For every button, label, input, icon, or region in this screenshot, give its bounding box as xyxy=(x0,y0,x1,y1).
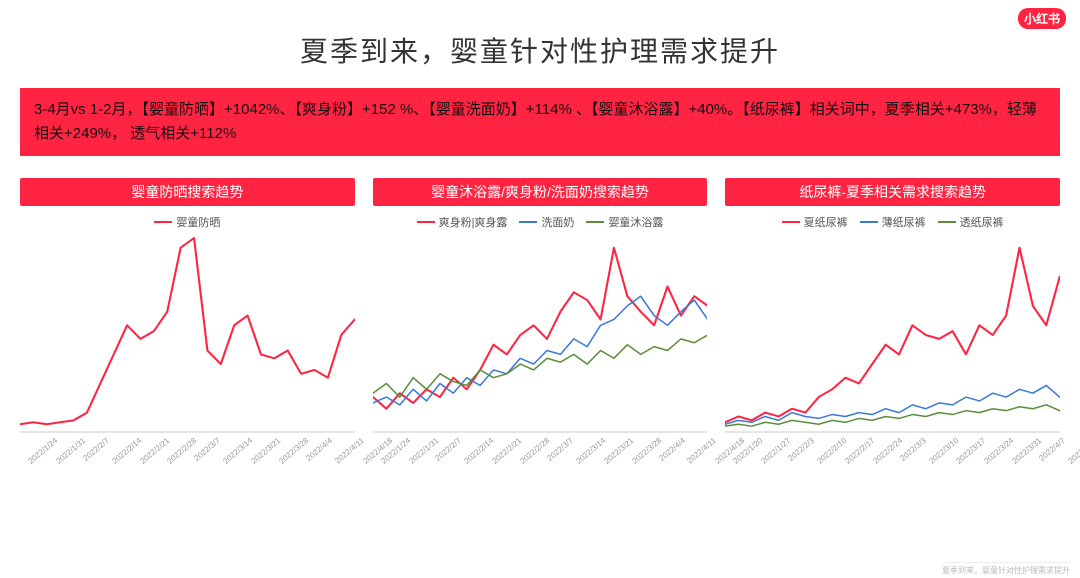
x-axis-label: 2022/2/21 xyxy=(491,436,524,466)
x-axis-label: 2022/2/17 xyxy=(843,436,876,466)
legend-label: 婴童防晒 xyxy=(176,214,220,230)
x-axis-label: 2022/3/31 xyxy=(1011,436,1044,466)
x-axis-label: 2022/1/24 xyxy=(26,436,59,466)
chart-title: 纸尿裤-夏季相关需求搜索趋势 xyxy=(725,178,1060,206)
legend-swatch xyxy=(938,221,956,223)
x-axis-label: 2022/4/11 xyxy=(333,436,366,465)
x-axis-label: 2022/1/27 xyxy=(760,436,793,466)
x-axis-label: 2022/3/21 xyxy=(249,436,282,466)
chart-title: 婴童沐浴露/爽身粉/洗面奶搜索趋势 xyxy=(373,178,708,206)
x-axis-label: 2022/2/14 xyxy=(110,436,143,466)
x-axis-label: 2022/1/31 xyxy=(54,436,87,466)
x-axis-labels: 2022/1/202022/1/272022/2/32022/2/102022/… xyxy=(725,434,1060,474)
x-axis-label: 2022/4/14 xyxy=(1066,436,1080,466)
chart-card: 婴童防晒搜索趋势婴童防晒 2022/1/242022/1/312022/2/720… xyxy=(20,178,355,474)
x-axis-label: 2022/1/24 xyxy=(379,436,412,466)
x-axis-label: 2022/2/28 xyxy=(518,436,551,466)
legend-swatch xyxy=(154,221,172,223)
x-axis-label: 2022/3/14 xyxy=(222,436,255,466)
legend-label: 洗面奶 xyxy=(541,214,574,230)
x-axis-label: 2022/3/24 xyxy=(983,436,1016,466)
legend-label: 透纸尿裤 xyxy=(960,214,1004,230)
legend-label: 薄纸尿裤 xyxy=(882,214,926,230)
chart-card: 纸尿裤-夏季相关需求搜索趋势夏纸尿裤薄纸尿裤透纸尿裤2022/1/202022/… xyxy=(725,178,1060,474)
x-axis-label: 2022/3/14 xyxy=(574,436,607,466)
x-axis-label: 2022/3/28 xyxy=(277,436,310,466)
x-axis-label: 2022/2/14 xyxy=(463,436,496,466)
x-axis-label: 2022/1/20 xyxy=(732,436,765,466)
legend-item: 爽身粉|爽身露 xyxy=(417,214,508,230)
x-axis-label: 2022/4/11 xyxy=(686,436,719,465)
x-axis-label: 2022/3/10 xyxy=(927,436,960,466)
chart-legend: 婴童防晒 xyxy=(20,214,355,230)
legend-item: 透纸尿裤 xyxy=(938,214,1004,230)
plot-area: 2022/1/242022/1/312022/2/72022/2/142022/… xyxy=(373,234,708,474)
plot-area: 2022/1/202022/1/272022/2/32022/2/102022/… xyxy=(725,234,1060,474)
x-axis-label: 2022/2/24 xyxy=(871,436,904,466)
chart-legend: 夏纸尿裤 薄纸尿裤 透纸尿裤 xyxy=(725,214,1060,230)
brand-logo: 小红书 xyxy=(1018,8,1066,29)
legend-label: 婴童沐浴露 xyxy=(608,214,663,230)
legend-item: 薄纸尿裤 xyxy=(860,214,926,230)
legend-swatch xyxy=(417,221,435,223)
page-title: 夏季到来，婴童针对性护理需求提升 xyxy=(0,0,1080,70)
x-axis-label: 2022/3/28 xyxy=(630,436,663,466)
legend-item: 婴童沐浴露 xyxy=(586,214,663,230)
x-axis-label: 2022/1/31 xyxy=(407,436,440,466)
chart-card: 婴童沐浴露/爽身粉/洗面奶搜索趋势爽身粉|爽身露 洗面奶 婴童沐浴露 2022/1/2… xyxy=(373,178,708,474)
legend-swatch xyxy=(586,221,604,223)
plot-area: 2022/1/242022/1/312022/2/72022/2/142022/… xyxy=(20,234,355,474)
legend-swatch xyxy=(860,221,878,223)
chart-title: 婴童防晒搜索趋势 xyxy=(20,178,355,206)
summary-banner: 3-4月vs 1-2月，【婴童防晒】+1042%、【爽身粉】+152 %、【婴童… xyxy=(20,88,1060,156)
x-axis-label: 2022/2/21 xyxy=(138,436,171,466)
legend-swatch xyxy=(519,221,537,223)
x-axis-labels: 2022/1/242022/1/312022/2/72022/2/142022/… xyxy=(373,434,708,474)
footer-caption: 夏季到来，婴童针对性护理需求提升 xyxy=(942,562,1070,576)
x-axis-label: 2022/3/17 xyxy=(955,436,988,466)
x-axis-label: 2022/2/10 xyxy=(815,436,848,466)
x-axis-labels: 2022/1/242022/1/312022/2/72022/2/142022/… xyxy=(20,434,355,474)
chart-legend: 爽身粉|爽身露 洗面奶 婴童沐浴露 xyxy=(373,214,708,230)
legend-label: 爽身粉|爽身露 xyxy=(439,214,508,230)
legend-label: 夏纸尿裤 xyxy=(804,214,848,230)
x-axis-label: 2022/3/21 xyxy=(602,436,635,466)
charts-row: 婴童防晒搜索趋势婴童防晒 2022/1/242022/1/312022/2/720… xyxy=(20,178,1060,474)
legend-item: 夏纸尿裤 xyxy=(782,214,848,230)
legend-item: 婴童防晒 xyxy=(154,214,220,230)
legend-swatch xyxy=(782,221,800,223)
legend-item: 洗面奶 xyxy=(519,214,574,230)
x-axis-label: 2022/2/28 xyxy=(166,436,199,466)
